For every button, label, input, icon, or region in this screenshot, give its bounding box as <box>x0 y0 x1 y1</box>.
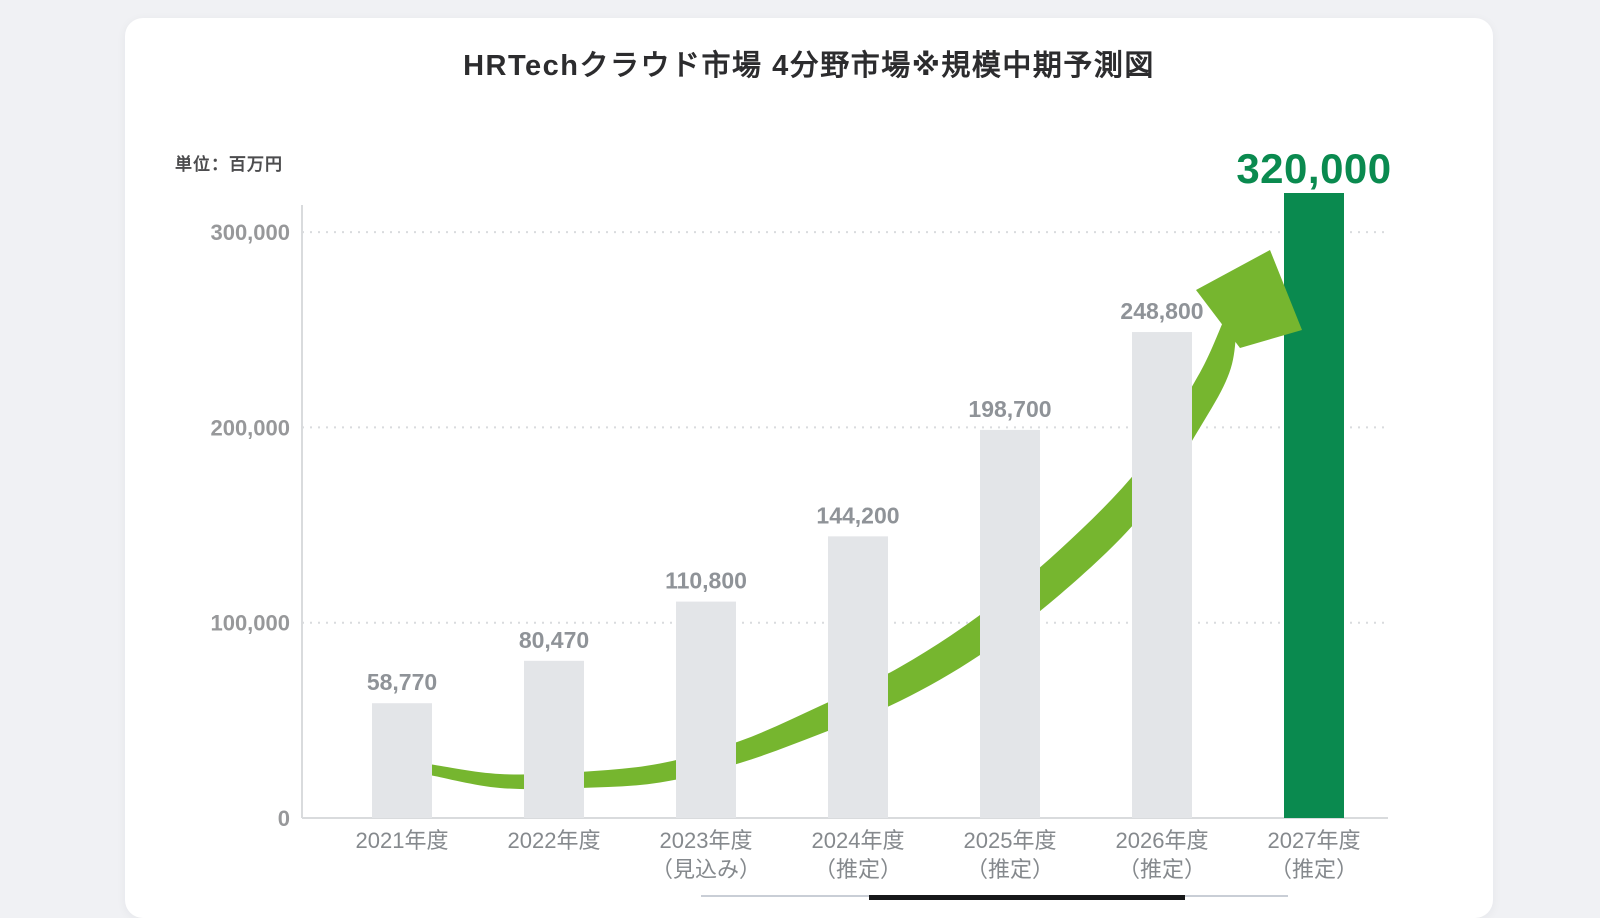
bar-2027年度 <box>1284 193 1344 818</box>
y-tick-label: 300,000 <box>210 220 290 245</box>
bar-value-label: 320,000 <box>1236 145 1391 192</box>
bar-2021年度 <box>372 703 432 818</box>
bar-value-label: 198,700 <box>968 396 1051 422</box>
x-axis-label: 2023年度 <box>660 828 753 853</box>
x-axis-sublabel: （推定） <box>1270 857 1358 882</box>
x-axis-label: 2022年度 <box>508 828 601 853</box>
y-tick-label: 0 <box>278 806 290 831</box>
x-axis-sublabel: （推定） <box>966 857 1054 882</box>
bar-value-label: 248,800 <box>1120 298 1203 324</box>
bar-2025年度 <box>980 430 1040 818</box>
x-axis-label: 2027年度 <box>1268 828 1361 853</box>
x-axis-sublabel: （推定） <box>814 857 902 882</box>
y-tick-label: 100,000 <box>210 611 290 636</box>
x-axis-label: 2025年度 <box>964 828 1057 853</box>
bar-2022年度 <box>524 661 584 818</box>
bar-2023年度 <box>676 602 736 818</box>
x-axis-label: 2021年度 <box>356 828 449 853</box>
market-forecast-bar-chart: 0 100,000 200,000 300,000 58,770 80,470 110,80… <box>0 0 1600 900</box>
x-axis-sublabel: （推定） <box>1118 857 1206 882</box>
x-axis-sublabel: （見込み） <box>651 857 761 882</box>
bar-2024年度 <box>828 536 888 818</box>
y-tick-label: 200,000 <box>210 415 290 440</box>
bar-value-label: 110,800 <box>665 568 747 594</box>
bar-2026年度 <box>1132 332 1192 818</box>
x-axis-label: 2024年度 <box>812 828 905 853</box>
bar-value-label: 144,200 <box>816 502 899 528</box>
bar-value-label: 80,470 <box>519 627 589 653</box>
bar-value-label: 58,770 <box>367 669 437 695</box>
bottom-cutoff-dark <box>869 895 1185 900</box>
x-axis-label: 2026年度 <box>1116 828 1209 853</box>
